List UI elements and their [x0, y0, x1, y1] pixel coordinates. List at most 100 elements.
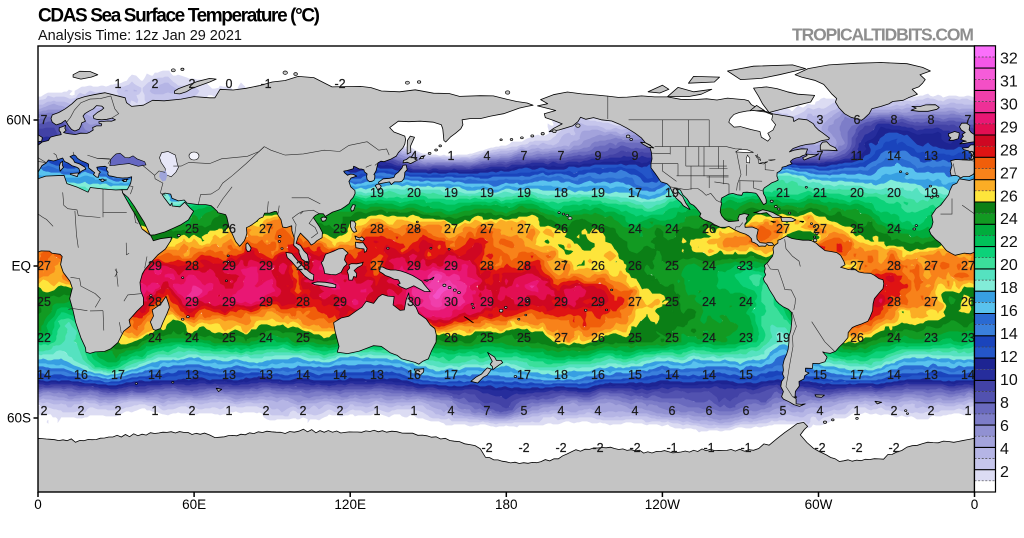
svg-text:5: 5 [521, 404, 528, 418]
svg-text:2: 2 [189, 77, 196, 91]
svg-text:29: 29 [444, 259, 458, 273]
svg-text:4: 4 [595, 404, 602, 418]
svg-text:25: 25 [296, 331, 310, 345]
svg-text:28: 28 [370, 222, 384, 236]
svg-text:27: 27 [924, 259, 938, 273]
svg-text:24: 24 [259, 331, 273, 345]
svg-text:7: 7 [817, 149, 824, 163]
svg-text:28: 28 [517, 259, 531, 273]
svg-text:7: 7 [521, 149, 528, 163]
svg-text:17: 17 [444, 368, 458, 382]
svg-text:12: 12 [1000, 349, 1018, 366]
svg-text:29: 29 [591, 295, 605, 309]
svg-text:26: 26 [1000, 188, 1018, 205]
svg-text:28: 28 [407, 222, 421, 236]
svg-text:CDAS Sea Surface Temperature (: CDAS Sea Surface Temperature (°C) [38, 6, 320, 27]
svg-text:-2: -2 [629, 441, 640, 455]
svg-text:24: 24 [887, 331, 901, 345]
svg-text:23: 23 [924, 331, 938, 345]
svg-text:24: 24 [1000, 211, 1018, 228]
svg-text:24: 24 [702, 295, 716, 309]
svg-text:27: 27 [370, 259, 384, 273]
svg-text:1: 1 [115, 77, 122, 91]
svg-text:9: 9 [595, 149, 602, 163]
svg-text:17: 17 [628, 186, 642, 200]
svg-text:14: 14 [887, 149, 901, 163]
svg-text:-2: -2 [592, 441, 603, 455]
svg-text:17: 17 [111, 368, 125, 382]
svg-text:1: 1 [374, 404, 381, 418]
svg-text:13: 13 [259, 368, 273, 382]
svg-text:19: 19 [776, 331, 790, 345]
svg-text:29: 29 [1000, 119, 1018, 136]
svg-text:28: 28 [887, 259, 901, 273]
svg-text:13: 13 [924, 368, 938, 382]
svg-text:2: 2 [263, 404, 270, 418]
svg-text:25: 25 [665, 331, 679, 345]
svg-text:28: 28 [1000, 142, 1018, 159]
svg-text:8: 8 [928, 113, 935, 127]
svg-text:29: 29 [148, 259, 162, 273]
svg-text:18: 18 [554, 186, 568, 200]
svg-text:60W: 60W [805, 497, 833, 512]
svg-text:26: 26 [222, 222, 236, 236]
svg-text:Analysis Time: 12z Jan 29 2021: Analysis Time: 12z Jan 29 2021 [38, 28, 242, 44]
svg-text:20: 20 [887, 186, 901, 200]
svg-text:10: 10 [1000, 372, 1018, 389]
svg-text:14: 14 [296, 368, 310, 382]
svg-text:29: 29 [480, 295, 494, 309]
svg-text:28: 28 [480, 259, 494, 273]
svg-text:30: 30 [1000, 96, 1018, 113]
svg-text:29: 29 [259, 295, 273, 309]
svg-text:7: 7 [965, 113, 972, 127]
svg-text:17: 17 [850, 368, 864, 382]
svg-text:27: 27 [813, 222, 827, 236]
svg-text:27: 27 [1000, 165, 1018, 182]
svg-text:23: 23 [739, 259, 753, 273]
svg-text:-2: -2 [888, 441, 899, 455]
svg-text:1: 1 [854, 404, 861, 418]
svg-text:4: 4 [448, 404, 455, 418]
svg-text:25: 25 [850, 222, 864, 236]
svg-text:26: 26 [628, 259, 642, 273]
svg-text:19: 19 [517, 186, 531, 200]
svg-text:7: 7 [558, 149, 565, 163]
svg-text:EQ: EQ [11, 259, 31, 274]
svg-text:24: 24 [628, 222, 642, 236]
svg-text:0: 0 [34, 497, 42, 512]
svg-text:30: 30 [444, 295, 458, 309]
svg-text:23: 23 [739, 331, 753, 345]
svg-text:24: 24 [739, 295, 753, 309]
svg-text:1: 1 [411, 404, 418, 418]
svg-text:26: 26 [591, 259, 605, 273]
svg-text:0: 0 [971, 497, 979, 512]
svg-text:1: 1 [448, 149, 455, 163]
svg-text:60N: 60N [6, 113, 31, 128]
svg-text:29: 29 [259, 259, 273, 273]
svg-text:60S: 60S [7, 411, 31, 426]
svg-text:22: 22 [37, 331, 51, 345]
svg-text:-1: -1 [703, 441, 714, 455]
svg-text:4: 4 [558, 404, 565, 418]
svg-text:24: 24 [702, 331, 716, 345]
svg-text:-2: -2 [334, 77, 345, 91]
svg-text:24: 24 [185, 331, 199, 345]
svg-text:27: 27 [554, 331, 568, 345]
svg-text:26: 26 [702, 222, 716, 236]
svg-text:25: 25 [665, 259, 679, 273]
svg-text:26: 26 [554, 222, 568, 236]
svg-text:120E: 120E [334, 497, 366, 512]
svg-text:25: 25 [665, 295, 679, 309]
svg-text:14: 14 [148, 368, 162, 382]
svg-text:14: 14 [333, 368, 347, 382]
svg-text:14: 14 [702, 368, 716, 382]
svg-text:13: 13 [185, 368, 199, 382]
svg-text:26: 26 [850, 331, 864, 345]
svg-text:29: 29 [554, 295, 568, 309]
svg-text:28: 28 [148, 295, 162, 309]
svg-text:27: 27 [850, 259, 864, 273]
svg-text:29: 29 [222, 259, 236, 273]
svg-text:13: 13 [924, 149, 938, 163]
svg-text:18: 18 [1000, 280, 1018, 297]
svg-text:23: 23 [961, 331, 975, 345]
